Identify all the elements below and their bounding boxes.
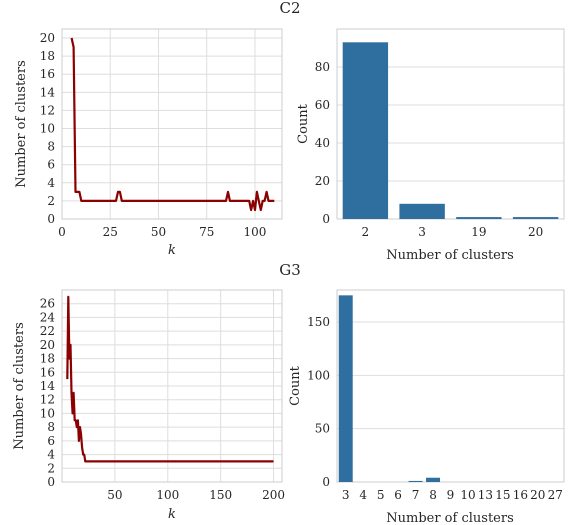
g3-bar-x-tick-label: 7 <box>412 488 420 502</box>
c2-line-x-tick-label: 100 <box>244 225 267 239</box>
c2-line-plot-frame <box>61 28 283 220</box>
g3-bar-y-axis-label: Count <box>288 365 303 406</box>
g3-bar-x-tick-label: 16 <box>513 488 528 502</box>
figure-title-g3: G3 <box>279 261 301 279</box>
g3-line-y-tick-label: 18 <box>40 352 55 366</box>
c2-line-y-tick-label: 18 <box>40 49 55 63</box>
g3-bar-bar <box>408 480 423 482</box>
c2-line-x-tick-label: 25 <box>103 225 118 239</box>
g3-bar-x-tick-label: 6 <box>394 488 402 502</box>
c2-line-y-tick-label: 12 <box>40 103 55 117</box>
g3-bar-y-tick-label: 0 <box>322 475 330 489</box>
c2-bar-y-tick-label: 60 <box>315 98 330 112</box>
g3-line-x-tick-label: 50 <box>107 488 122 502</box>
c2-bar-y-tick-label: 80 <box>315 60 330 74</box>
c2-bar-chart: 0 20 40 60 80 2 3 19 20 Number of clusters Count <box>296 28 565 263</box>
g3-line-x-tick-label: 150 <box>209 488 232 502</box>
c2-line-y-tick-label: 0 <box>47 212 55 226</box>
g3-bar-plot-frame <box>336 289 565 483</box>
c2-line-y-tick-label: 14 <box>40 85 56 99</box>
c2-line-y-tick-label: 4 <box>47 176 55 190</box>
c2-bar-bar <box>456 217 502 219</box>
c2-bar-y-tick-label: 40 <box>315 136 330 150</box>
g3-line-y-tick-label: 22 <box>40 324 55 338</box>
c2-bar-bar <box>342 42 389 219</box>
g3-line-series-line <box>66 295 274 463</box>
g3-line-y-tick-label: 10 <box>40 406 55 420</box>
c2-line-series-line <box>70 37 275 212</box>
g3-bar-x-tick-label: 15 <box>495 488 510 502</box>
g3-line-x-tick-label: 100 <box>156 488 179 502</box>
c2-line-y-tick-label: 20 <box>40 31 55 45</box>
c2-bar-x-axis-label: Number of clusters <box>386 248 514 263</box>
g3-bar-x-tick-label: 3 <box>342 488 350 502</box>
c2-bar-y-tick-label: 20 <box>315 174 330 188</box>
c2-bar-y-axis-label: Count <box>296 103 311 144</box>
g3-line-y-tick-label: 2 <box>47 461 55 475</box>
c2-bar-x-tick-label: 20 <box>528 225 543 239</box>
g3-bar-y-tick-label: 100 <box>307 368 330 382</box>
g3-bar-x-tick-label: 13 <box>478 488 493 502</box>
g3-bar-bar <box>338 295 353 482</box>
c2-line-x-tick-label: 0 <box>58 225 66 239</box>
g3-line-y-axis-label: Number of clusters <box>12 322 27 450</box>
c2-line-y-tick-label: 8 <box>47 140 55 154</box>
g3-line-chart: 50 100 150 20002468101214161820222426kNumbe… <box>12 289 285 522</box>
g3-line-y-tick-label: 12 <box>40 393 55 407</box>
c2-bar-x-tick-label: 19 <box>471 225 486 239</box>
g3-line-y-tick-label: 4 <box>47 448 55 462</box>
c2-line-chart: 0 25 50 75 100 0 2 4 6 8 10 12 14 16 18 20 k Number of cl… <box>14 28 283 258</box>
c2-bar-y-tick-label: 0 <box>322 212 330 226</box>
figure-title-c2: C2 <box>279 0 300 17</box>
g3-bar-bar <box>426 477 441 482</box>
g3-bar-x-tick-label: 4 <box>359 488 367 502</box>
g3-bar-y-tick-label: 50 <box>315 422 330 436</box>
g3-bar-chart: 0 50 100 150 3 4 5 6 7 8 9 10 13 15 16 20 27 Number of cl… <box>288 289 565 525</box>
g3-bar-x-tick-label: 8 <box>429 488 437 502</box>
g3-line-plot-frame <box>61 289 283 483</box>
c2-line-y-tick-label: 16 <box>40 67 55 81</box>
c2-line-x-tick-label: 50 <box>151 225 166 239</box>
c2-line-y-axis-label: Number of clusters <box>14 60 29 188</box>
c2-bar-x-tick-label: 3 <box>418 225 426 239</box>
g3-line-x-tick-label: 200 <box>262 488 285 502</box>
g3-bar-x-tick-label: 10 <box>460 488 475 502</box>
g3-bar-x-tick-label: 20 <box>530 488 545 502</box>
g3-line-y-tick-label: 16 <box>40 365 55 379</box>
g3-bar-x-axis-label: Number of clusters <box>386 511 514 525</box>
g3-line-y-tick-label: 20 <box>40 338 55 352</box>
g3-line-y-tick-label: 26 <box>40 297 55 311</box>
c2-line-y-tick-label: 10 <box>40 122 55 136</box>
g3-line-y-tick-label: 14 <box>40 379 56 393</box>
g3-bar-y-tick-label: 150 <box>307 315 330 329</box>
g3-line-y-tick-label: 24 <box>40 310 56 324</box>
c2-bar-x-tick-label: 2 <box>362 225 370 239</box>
g3-line-y-tick-label: 6 <box>47 434 55 448</box>
g3-bar-x-tick-label: 5 <box>377 488 385 502</box>
c2-bar-bar <box>512 217 559 219</box>
g3-bar-x-tick-label: 27 <box>548 488 563 502</box>
c2-bar-plot-frame <box>336 28 565 220</box>
c2-bar-bar <box>399 203 445 219</box>
g3-bar-x-tick-label: 9 <box>447 488 455 502</box>
c2-line-x-tick-label: 75 <box>199 225 214 239</box>
c2-line-x-axis-label: k <box>168 243 176 258</box>
c2-line-y-tick-label: 6 <box>47 158 55 172</box>
g3-line-y-tick-label: 0 <box>47 475 55 489</box>
g3-line-x-axis-label: k <box>168 507 176 522</box>
g3-line-y-tick-label: 8 <box>47 420 55 434</box>
c2-line-y-tick-label: 2 <box>47 194 55 208</box>
